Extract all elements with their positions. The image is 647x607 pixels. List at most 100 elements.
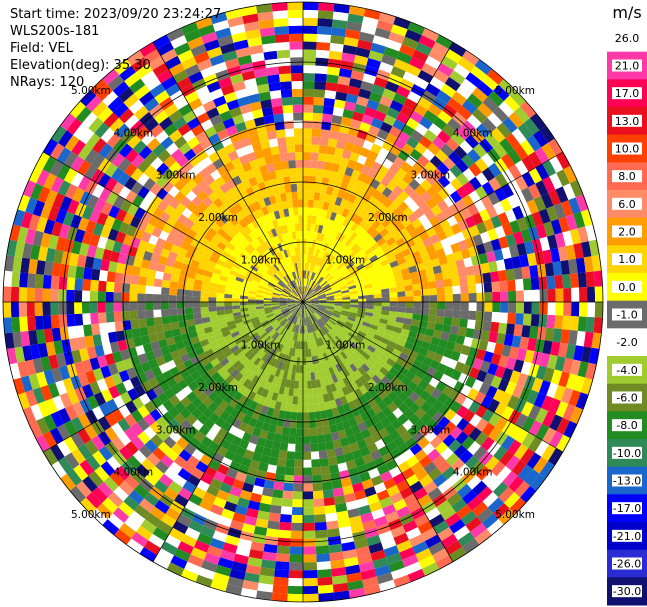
ppi-gate-cell	[307, 308, 313, 316]
ppi-gate-cell	[339, 329, 348, 337]
ppi-gate-cell	[575, 257, 586, 274]
ppi-gate-cell	[317, 306, 326, 311]
ppi-gate-cell	[325, 274, 333, 281]
ppi-gate-cell	[581, 346, 592, 363]
ppi-gate-cell	[355, 249, 365, 258]
ppi-gate-cell	[328, 228, 336, 238]
ppi-gate-cell	[375, 330, 385, 338]
ppi-gate-cell	[352, 360, 362, 370]
ppi-gate-cell	[425, 418, 438, 431]
ppi-gate-cell	[432, 352, 444, 364]
ppi-gate-cell	[364, 157, 375, 169]
ppi-gate-cell	[341, 289, 350, 294]
ppi-gate-cell	[560, 329, 570, 344]
ppi-gate-cell	[429, 294, 438, 302]
ppi-gate-cell	[318, 302, 327, 305]
ppi-gate-cell	[373, 361, 383, 371]
ppi-gate-cell	[389, 297, 398, 302]
ppi-gate-cell	[322, 201, 330, 211]
ppi-gate-cell	[425, 328, 435, 337]
ppi-gate-cell	[499, 138, 514, 154]
ppi-gate-cell	[514, 278, 524, 291]
ppi-gate-cell	[344, 323, 353, 330]
ppi-gate-cell	[526, 337, 537, 352]
ppi-gate-cell	[458, 276, 468, 286]
ppi-gate-cell	[434, 272, 444, 281]
ppi-gate-cell	[462, 50, 480, 66]
ppi-gate-cell	[365, 132, 377, 144]
ppi-gate-cell	[354, 279, 364, 285]
ppi-gate-cell	[432, 454, 446, 468]
ppi-gate-cell	[461, 99, 478, 115]
ppi-gate-cell	[379, 366, 389, 376]
ppi-gate-cell	[417, 379, 429, 391]
ppi-gate-cell	[530, 277, 540, 291]
ppi-gate-cell	[350, 327, 360, 334]
ppi-gate-cell	[337, 252, 346, 261]
ppi-gate-cell	[314, 321, 321, 330]
ppi-gate-cell	[334, 299, 343, 302]
ppi-gate-cell	[387, 73, 403, 86]
ppi-gate-cell	[334, 302, 343, 305]
ppi-gate-cell	[493, 343, 504, 356]
ppi-gate-cell	[437, 199, 449, 212]
ppi-gate-cell	[385, 133, 398, 145]
ppi-gate-cell	[483, 241, 494, 253]
ppi-gate-cell	[385, 222, 396, 233]
ppi-gate-cell	[326, 300, 335, 302]
ppi-gate-cell	[410, 461, 424, 475]
ppi-gate-cell	[349, 203, 359, 214]
ppi-gate-cell	[425, 507, 441, 521]
ppi-gate-cell	[392, 396, 404, 408]
ppi-gate-cell	[398, 366, 409, 377]
ppi-gate-cell	[496, 122, 512, 139]
ppi-gate-cell	[411, 218, 423, 229]
ppi-gate-cell	[379, 353, 390, 363]
ppi-gate-cell	[470, 128, 485, 144]
ppi-gate-cell	[354, 179, 364, 190]
ppi-gate-cell	[462, 422, 476, 437]
ppi-gate-cell	[478, 208, 491, 222]
ppi-gate-cell	[394, 321, 404, 329]
ppi-gate-cell	[513, 443, 529, 460]
ppi-gate-cell	[342, 377, 351, 387]
ppi-gate-cell	[351, 144, 363, 155]
ppi-gate-cell	[403, 341, 414, 351]
ppi-gate-cell	[320, 259, 327, 268]
ppi-gate-cell	[441, 55, 458, 71]
ppi-gate-cell	[490, 271, 500, 283]
ppi-gate-cell	[393, 16, 411, 30]
ppi-gate-cell	[426, 185, 438, 198]
ppi-gate-cell	[562, 403, 576, 421]
ppi-gate-cell	[353, 246, 362, 255]
ppi-gate-cell	[425, 83, 441, 97]
ppi-gate-cell	[461, 228, 473, 240]
ppi-gate-cell	[319, 233, 325, 242]
ppi-gate-cell	[580, 377, 593, 395]
ppi-gate-cell	[398, 262, 409, 271]
ppi-gate-cell	[364, 348, 374, 357]
ppi-gate-cell	[573, 211, 586, 229]
ppi-gate-cell	[472, 480, 488, 496]
ppi-gate-cell	[361, 231, 370, 241]
ppi-gate-cell	[409, 402, 421, 414]
ppi-gate-cell	[427, 487, 443, 501]
ppi-gate-cell	[303, 159, 311, 168]
ppi-gate-cell	[317, 224, 324, 234]
ppi-gate-cell	[334, 295, 343, 299]
ppi-gate-cell	[303, 254, 306, 263]
ppi-gate-cell	[359, 327, 368, 335]
ppi-gate-cell	[312, 104, 324, 114]
ppi-gate-cell	[436, 287, 445, 295]
colorbar-label: -30.0	[613, 585, 641, 598]
ppi-gate-cell	[405, 117, 420, 130]
ppi-gate-cell	[449, 325, 459, 335]
ppi-gate-cell	[477, 102, 493, 118]
ppi-gate-cell	[492, 481, 509, 498]
ppi-gate-cell	[365, 308, 374, 314]
ppi-gate-cell	[474, 529, 492, 545]
ppi-gate-cell	[311, 272, 316, 281]
ppi-gate-cell	[321, 113, 333, 123]
ppi-gate-cell	[371, 316, 381, 323]
ppi-gate-cell	[324, 90, 337, 100]
